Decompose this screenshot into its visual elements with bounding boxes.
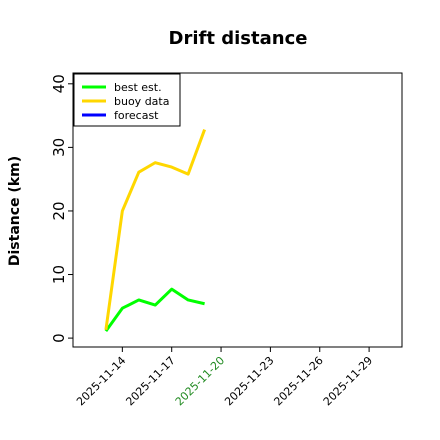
chart-title: Drift distance: [169, 28, 308, 49]
plot-frame: [72, 72, 403, 348]
y-tick-label: 30: [50, 138, 68, 157]
x-tick-label: 2025-11-23: [222, 354, 276, 408]
x-tick-label: 2025-11-26: [271, 354, 325, 408]
y-tick-label: 40: [50, 74, 68, 93]
x-tick-label: 2025-11-14: [74, 354, 128, 408]
series-line: [104, 129, 207, 331]
legend-label: best est.: [114, 81, 162, 94]
series-line: [104, 287, 205, 332]
y-tick-label: 20: [50, 201, 68, 220]
legend-label: forecast: [114, 109, 159, 122]
x-tick-label: 2025-11-29: [321, 354, 375, 408]
y-tick-label: 10: [50, 265, 68, 284]
y-axis-label: Distance (km): [7, 156, 23, 266]
x-tick-label: 2025-11-17: [123, 354, 177, 408]
y-tick-label: 0: [50, 333, 68, 343]
x-tick-label: 2025-11-20: [173, 354, 227, 408]
legend-label: buoy data: [114, 95, 169, 108]
